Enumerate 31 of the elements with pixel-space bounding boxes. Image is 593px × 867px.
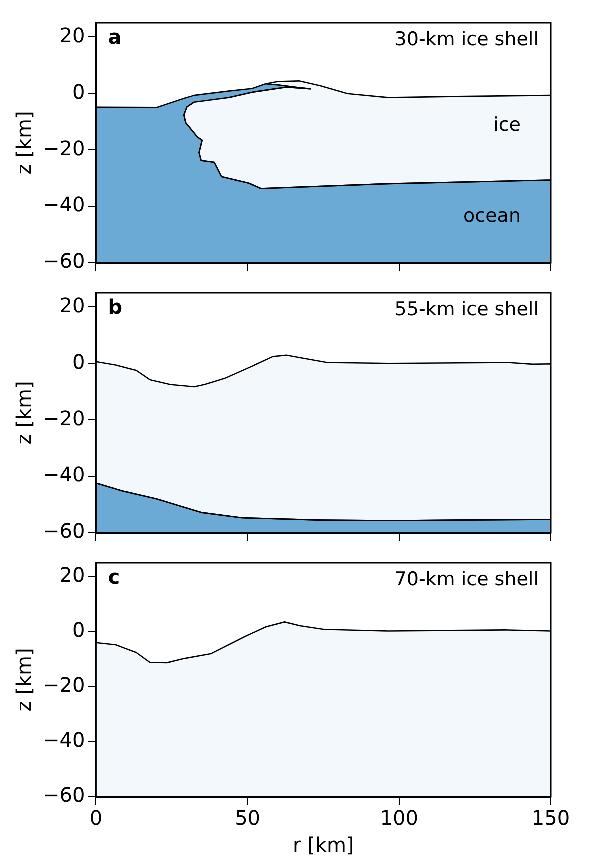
y-tick-label: 0 — [72, 350, 86, 374]
annotation: c — [108, 565, 120, 590]
y-tick-label: 0 — [72, 618, 86, 642]
y-axis-title: z [km] — [12, 381, 36, 445]
x-tick-label: 50 — [235, 806, 261, 830]
y-tick-label: −20 — [42, 673, 86, 698]
y-tick-label: −40 — [42, 728, 86, 752]
x-axis-title: r [km] — [292, 833, 354, 858]
y-tick-label: −40 — [42, 462, 86, 487]
annotation: a — [108, 25, 122, 50]
y-tick-label: 20 — [60, 562, 86, 587]
y-tick-label: 0 — [72, 80, 86, 104]
y-tick-label: −40 — [42, 192, 86, 217]
y-tick-label: −60 — [42, 249, 86, 274]
x-tick-label: 150 — [532, 806, 570, 830]
annotation: ice — [494, 114, 521, 136]
annotation: 70-km ice shell — [394, 568, 539, 590]
y-tick-label: −20 — [42, 406, 86, 430]
y-tick-label: 20 — [60, 23, 86, 48]
y-tick-label: −60 — [42, 783, 86, 808]
x-tick-label: 100 — [380, 806, 418, 830]
y-tick-label: −60 — [42, 519, 86, 544]
y-axis-title: z [km] — [12, 648, 36, 712]
annotation: ocean — [464, 205, 521, 228]
annotation: b — [108, 295, 123, 320]
y-tick-label: −20 — [42, 136, 86, 160]
annotation: 30-km ice shell — [394, 28, 539, 50]
annotation: 55-km ice shell — [394, 298, 539, 320]
y-axis-title: z [km] — [12, 111, 36, 175]
x-tick-label: 0 — [90, 806, 103, 830]
y-tick-label: 20 — [60, 293, 86, 318]
